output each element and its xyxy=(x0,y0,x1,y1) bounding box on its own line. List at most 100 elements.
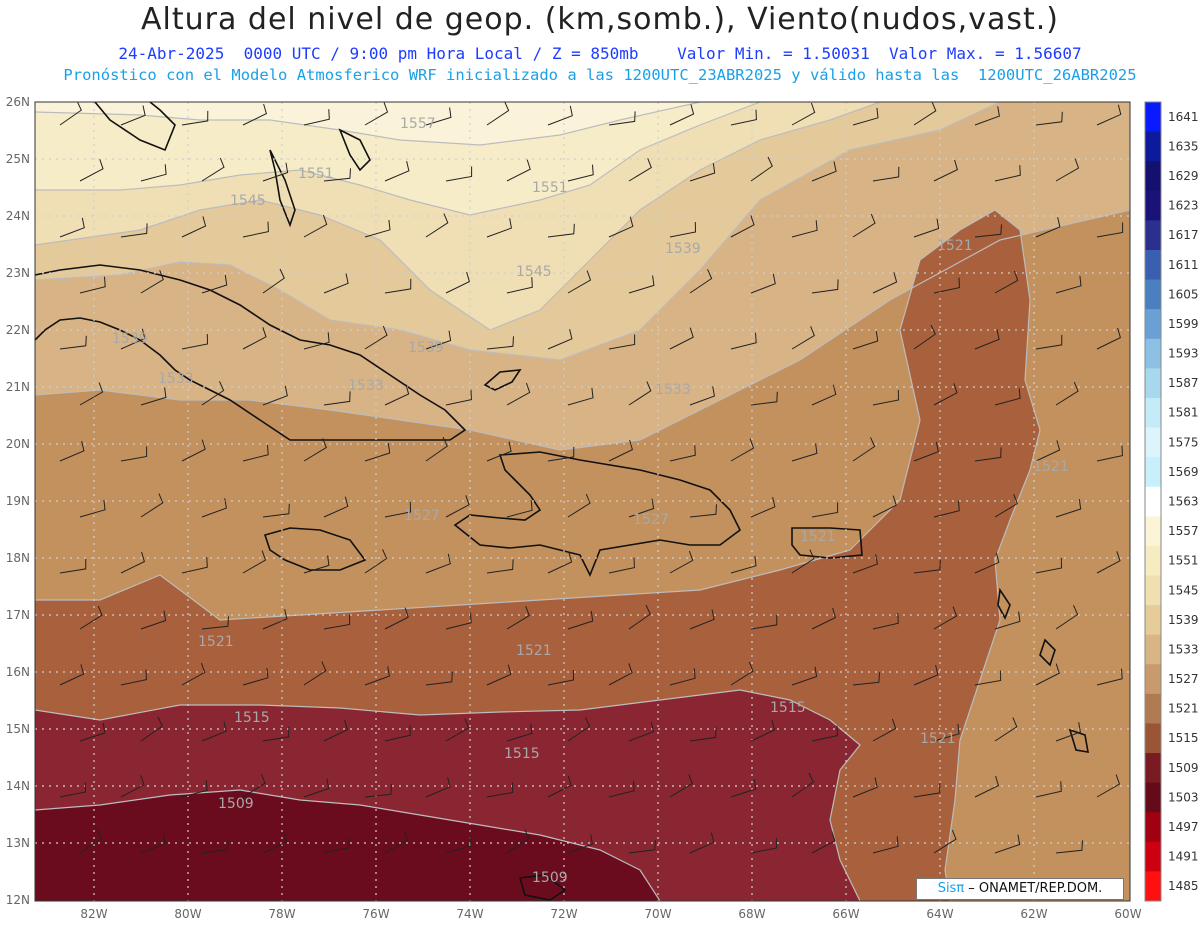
wind-barb xyxy=(384,384,410,406)
graticule xyxy=(35,102,1130,901)
wind-barb xyxy=(1035,557,1063,574)
chart-subtitle-model: Pronóstico con el Modelo Atmosferico WRF… xyxy=(63,66,1137,84)
colorbar-swatch xyxy=(1145,161,1161,192)
wind-barb xyxy=(181,557,208,574)
wind-barb xyxy=(323,496,349,518)
colorbar-label: 1521 xyxy=(1168,702,1199,716)
wind-barb xyxy=(364,102,389,126)
lat-label: 13N xyxy=(6,836,30,850)
wind-barb xyxy=(1035,334,1063,350)
wind-barb xyxy=(79,276,106,294)
wind-barb xyxy=(547,446,575,462)
colorbar-swatch xyxy=(1145,575,1161,606)
wind-barb xyxy=(364,666,390,686)
coast-florida xyxy=(94,102,176,152)
wind-barb xyxy=(120,669,147,686)
wind-barb xyxy=(506,606,530,630)
wind-barb xyxy=(120,223,148,238)
wind-barb xyxy=(628,839,656,854)
wind-barb xyxy=(567,834,593,854)
wind-barb xyxy=(547,223,575,238)
colorbar-label: 1503 xyxy=(1168,790,1199,804)
wind-barb xyxy=(913,441,939,462)
colorbar-label: 1587 xyxy=(1168,376,1199,390)
contour-label: 1521 xyxy=(198,634,234,650)
wind-barb xyxy=(547,775,572,798)
lat-label: 17N xyxy=(6,608,30,622)
wind-barb xyxy=(872,836,899,854)
wind-barb xyxy=(140,833,166,854)
lat-label: 26N xyxy=(6,95,30,109)
contour-label: 1557 xyxy=(400,116,436,132)
wind-barb xyxy=(669,104,695,126)
contour-label: 1521 xyxy=(937,238,973,254)
wind-barb xyxy=(486,336,514,350)
wind-barb xyxy=(913,102,937,126)
colorbar: 1641 1635 1629 1623 1617 1611 1605 1599 1593 1587… xyxy=(1144,101,1199,902)
wind-barb xyxy=(628,381,652,406)
contour-label: 1539 xyxy=(408,340,444,356)
wind-barb xyxy=(242,103,267,126)
wind-barb xyxy=(120,105,146,126)
wind-barb xyxy=(730,438,755,462)
colorbar-label: 1539 xyxy=(1168,613,1199,627)
wind-barb xyxy=(852,777,878,798)
wind-barb xyxy=(323,391,351,406)
lon-label: 78W xyxy=(268,907,295,921)
contour-label: 1539 xyxy=(112,331,148,347)
wind-barb xyxy=(730,109,757,126)
wind-barb xyxy=(1096,668,1123,686)
wind-barb xyxy=(811,161,837,182)
wind-barb xyxy=(689,609,715,630)
wind-barb xyxy=(628,158,652,182)
lon-label: 70W xyxy=(644,907,671,921)
lon-label: 66W xyxy=(832,907,859,921)
wind-barb xyxy=(364,219,391,238)
contour-label: 1521 xyxy=(1033,459,1069,475)
wind-barb xyxy=(201,616,229,630)
contour-label: 1509 xyxy=(218,796,254,812)
contour-label: 1539 xyxy=(665,241,701,257)
wind-barb xyxy=(242,550,267,574)
wind-barb xyxy=(994,494,1018,518)
wind-barb xyxy=(974,224,1002,238)
wind-barb xyxy=(608,439,633,462)
lat-label: 22N xyxy=(6,323,30,337)
wind-barb xyxy=(181,333,209,350)
wind-barb xyxy=(872,389,900,406)
wind-barb xyxy=(1055,840,1083,854)
wind-barb xyxy=(425,671,453,686)
wind-barb xyxy=(852,107,879,126)
wind-barb xyxy=(140,716,163,742)
colorbar-swatch xyxy=(1145,693,1161,724)
wind-barb xyxy=(852,554,878,574)
wind-barb xyxy=(669,774,693,798)
wind-barb xyxy=(445,389,472,406)
wind-barb xyxy=(201,381,225,406)
colorbar-swatch xyxy=(1145,220,1161,251)
wind-barb xyxy=(140,164,167,182)
wind-barb xyxy=(730,555,757,574)
contour-label: 1521 xyxy=(516,643,552,659)
wind-barb xyxy=(506,159,531,182)
wind-barb xyxy=(364,784,392,798)
colorbar-label: 1569 xyxy=(1168,465,1199,479)
lat-label: 21N xyxy=(6,380,30,394)
wind-barb xyxy=(486,782,514,798)
wind-barb xyxy=(750,273,776,294)
wind-barb xyxy=(384,830,409,854)
wind-barb xyxy=(79,829,103,854)
wind-barb xyxy=(486,664,512,686)
lon-label: 82W xyxy=(80,907,107,921)
wind-barb xyxy=(201,839,229,854)
wind-barb xyxy=(1055,722,1081,742)
colorbar-swatch xyxy=(1145,368,1161,399)
coast-martinique xyxy=(1068,728,1089,753)
coast-guadeloupe xyxy=(1039,638,1056,667)
wind-barb xyxy=(242,221,269,238)
wind-barb xyxy=(689,832,715,854)
wind-barb xyxy=(730,332,757,350)
sispi-logo: Sisπ xyxy=(937,881,965,896)
coast-antigua xyxy=(997,587,1011,620)
